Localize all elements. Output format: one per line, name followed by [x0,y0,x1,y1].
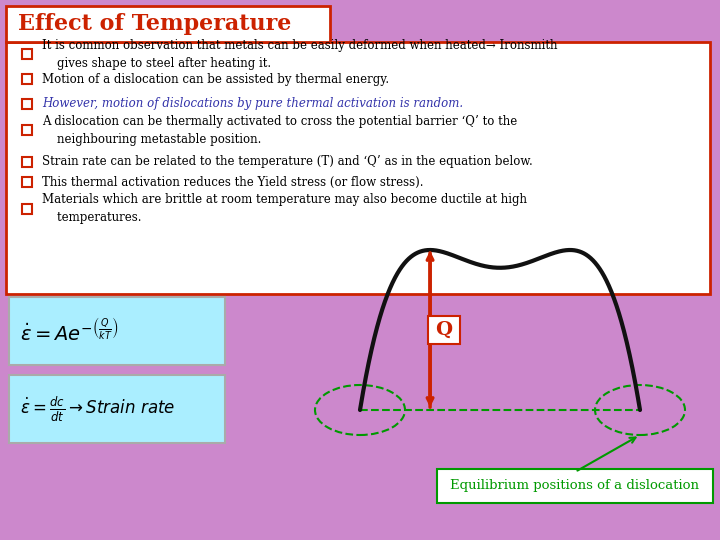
Text: This thermal activation reduces the Yield stress (or flow stress).: This thermal activation reduces the Yiel… [42,176,423,188]
FancyBboxPatch shape [9,297,225,365]
FancyBboxPatch shape [437,469,713,503]
Text: Strain rate can be related to the temperature (T) and ‘Q’ as in the equation bel: Strain rate can be related to the temper… [42,156,533,168]
Text: It is common observation that metals can be easily deformed when heated→ Ironsmi: It is common observation that metals can… [42,38,557,70]
Bar [22,99,32,109]
Text: Equilibrium positions of a dislocation: Equilibrium positions of a dislocation [451,478,700,491]
Bar [22,49,32,59]
Bar [22,157,32,167]
Text: $\dot{\varepsilon}=\frac{dc}{dt}\rightarrow \mathit{Strain\ rate}$: $\dot{\varepsilon}=\frac{dc}{dt}\rightar… [20,394,176,423]
Text: Q: Q [436,321,453,339]
Text: Materials which are brittle at room temperature may also become ductile at high
: Materials which are brittle at room temp… [42,193,527,225]
FancyBboxPatch shape [6,6,330,42]
Text: However, motion of dislocations by pure thermal activation is random.: However, motion of dislocations by pure … [42,98,463,111]
Bar [22,204,32,214]
Text: Effect of Temperature: Effect of Temperature [18,13,292,35]
Text: Motion of a dislocation can be assisted by thermal energy.: Motion of a dislocation can be assisted … [42,72,389,85]
Text: A dislocation can be thermally activated to cross the potential barrier ‘Q’ to t: A dislocation can be thermally activated… [42,114,517,145]
FancyBboxPatch shape [9,375,225,443]
Bar [22,125,32,135]
FancyBboxPatch shape [428,316,460,344]
Bar [22,177,32,187]
Text: $\dot{\varepsilon}= Ae^{-\left(\frac{Q}{kT}\right)}$: $\dot{\varepsilon}= Ae^{-\left(\frac{Q}{… [20,317,119,345]
Bar [22,74,32,84]
FancyBboxPatch shape [6,42,710,294]
